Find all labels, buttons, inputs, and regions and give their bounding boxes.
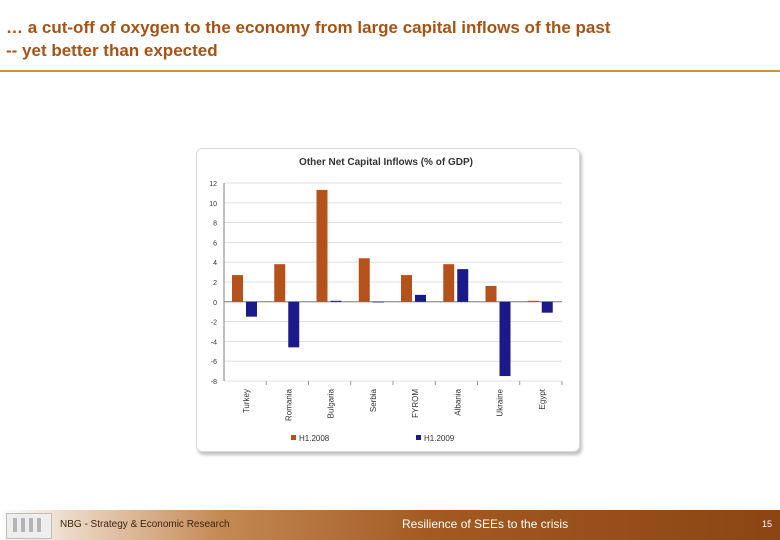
legend-label: H1.2009 xyxy=(424,434,455,443)
category-label: Ukraine xyxy=(496,388,505,416)
footer-department: NBG - Strategy & Economic Research xyxy=(60,519,230,530)
category-label: FYROM xyxy=(411,389,420,418)
slide-title-line-2: -- yet better than expected xyxy=(6,41,218,60)
y-tick-label: 2 xyxy=(213,280,217,287)
title-divider xyxy=(0,70,780,72)
chart-legend: H1.2008 H1.2009 xyxy=(291,434,455,443)
category-label: Bulgaria xyxy=(327,388,336,418)
legend-swatch xyxy=(291,435,296,440)
y-tick-label: -4 xyxy=(211,339,217,346)
category-label: Albania xyxy=(453,388,462,415)
bar-h1-2008-fyrom xyxy=(401,275,412,302)
logo-column xyxy=(13,518,17,532)
bar-h1-2009-serbia xyxy=(372,301,384,303)
chart-bars xyxy=(232,189,553,377)
bar-h1-2008-albania xyxy=(443,264,455,302)
bar-h1-2009-bulgaria xyxy=(330,300,342,302)
footer-page-number: 15 xyxy=(762,519,773,529)
footer-bar xyxy=(0,510,780,540)
y-tick-label: -6 xyxy=(211,359,217,366)
chart-category-labels: Turkey Romania Bulgaria Serbia FYROM Albania U… xyxy=(242,388,547,421)
slide-title: … a cut-off of oxygen to the economy fro… xyxy=(6,16,766,62)
bar-h1-2008-serbia xyxy=(358,258,370,302)
footer-presentation-title: Resilience of SEEs to the crisis xyxy=(402,517,569,531)
bar-h1-2009-egypt xyxy=(541,301,553,313)
logo-column xyxy=(37,518,41,532)
slide-title-line-1: … a cut-off of oxygen to the economy fro… xyxy=(6,18,611,37)
y-tick-label: 6 xyxy=(213,240,217,247)
logo-column xyxy=(21,518,25,532)
bar-h1-2009-albania xyxy=(457,269,469,302)
bar-h1-2008-romania xyxy=(274,264,286,302)
chart-frame xyxy=(196,148,580,452)
chart-title: Other Net Capital Inflows (% of GDP) xyxy=(299,157,473,168)
bar-h1-2009-turkey xyxy=(246,301,257,317)
category-label: Romania xyxy=(284,388,293,421)
y-tick-label: -8 xyxy=(211,379,217,386)
bar-h1-2008-turkey xyxy=(232,275,243,302)
bar-h1-2008-bulgaria xyxy=(316,189,328,302)
y-tick-label: 12 xyxy=(209,181,217,188)
bar-h1-2009-romania xyxy=(288,301,300,348)
category-label: Egypt xyxy=(538,388,547,409)
legend-swatch xyxy=(416,435,421,440)
y-tick-label: -2 xyxy=(211,320,217,327)
logo-column xyxy=(29,518,33,532)
y-tick-label: 0 xyxy=(213,300,217,307)
y-tick-label: 8 xyxy=(213,221,217,228)
legend-label: H1.2008 xyxy=(299,434,330,443)
category-label: Serbia xyxy=(369,388,378,412)
bar-h1-2009-fyrom xyxy=(415,294,426,302)
nbg-logo xyxy=(6,513,52,539)
y-tick-label: 10 xyxy=(209,201,217,208)
capital-inflows-chart: Other Net Capital Inflows (% of GDP) -8 -… xyxy=(209,157,563,443)
bar-h1-2009-ukraine xyxy=(499,301,511,377)
chart-grid xyxy=(224,182,562,382)
bar-h1-2008-ukraine xyxy=(485,285,497,302)
category-label: Turkey xyxy=(242,389,251,413)
y-tick-label: 4 xyxy=(213,260,217,267)
bar-h1-2008-egypt xyxy=(527,300,539,302)
